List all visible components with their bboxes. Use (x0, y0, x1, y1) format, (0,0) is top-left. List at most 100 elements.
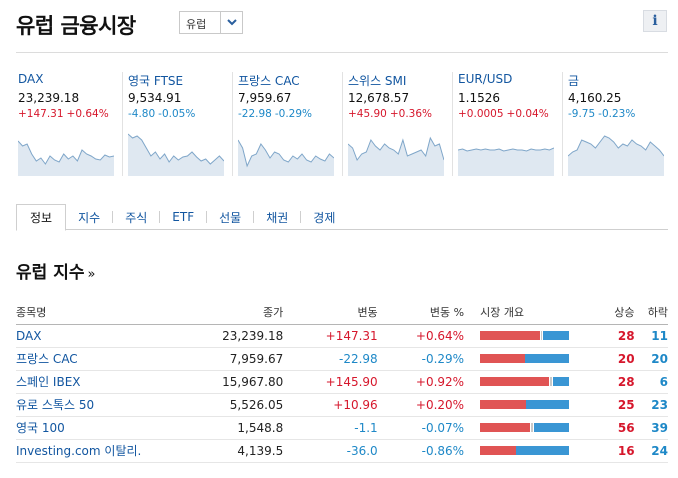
col-header-advances[interactable]: 상승 (588, 300, 635, 325)
col-header-change[interactable]: 변동 (283, 300, 378, 325)
sparkline-area (128, 134, 224, 176)
row-last: 1,548.8 (188, 416, 284, 440)
row-change: +10.96 (283, 393, 378, 417)
row-overview (464, 439, 589, 463)
sparkline-area (18, 141, 114, 176)
tile-name[interactable]: 금 (568, 74, 580, 88)
category-tabs: 정보 지수 주식 ETF 선물 채권 경제 (16, 204, 668, 231)
advance-decline-bar (480, 400, 570, 409)
section-title-text[interactable]: 유럽 지수 (16, 263, 85, 283)
row-name-link[interactable]: DAX (16, 324, 189, 348)
sparkline-line (128, 133, 224, 165)
tile-change-line: -9.75 -0.23% (568, 108, 635, 120)
row-change-pct: -0.86% (377, 439, 465, 463)
tab-stocks[interactable]: 주식 (125, 210, 148, 225)
decline-bar (525, 354, 570, 363)
col-header-change-pct[interactable]: 변동 % (377, 300, 465, 325)
row-name-link[interactable]: 프랑스 CAC (16, 347, 189, 371)
sparkline-line (568, 135, 664, 157)
tile-change: +147.31 (18, 108, 64, 120)
row-advances: 20 (588, 347, 635, 371)
region-select-value: 유럽 (186, 18, 207, 31)
tile-divider (452, 72, 453, 176)
table-row[interactable]: DAX 23,239.18 +147.31 +0.64% 28 11 (16, 324, 668, 348)
tile-price: 4,160.25 (568, 91, 622, 105)
col-header-name[interactable]: 종목명 (16, 300, 189, 325)
row-last: 4,139.5 (188, 439, 284, 463)
row-change: -36.0 (283, 439, 378, 463)
advance-bar (480, 331, 541, 340)
tab-etf[interactable]: ETF (172, 210, 195, 224)
tile-name[interactable]: EUR/USD (458, 72, 513, 86)
row-declines: 39 (634, 416, 668, 440)
market-tile[interactable]: EUR/USD 1.1526 +0.0005 +0.04% (456, 68, 560, 180)
sparkline-line (18, 140, 114, 165)
tile-sparkline (128, 133, 224, 176)
table-row[interactable]: Investing.com 이탈리. 4,139.5 -36.0 -0.86% 16 24 (16, 439, 668, 463)
market-tile[interactable]: 영국 FTSE 9,534.91 -4.80 -0.05% (126, 68, 230, 180)
tile-name[interactable]: 프랑스 CAC (238, 74, 300, 88)
tile-change-pct: +0.36% (389, 108, 433, 120)
row-name-link[interactable]: Investing.com 이탈리. (16, 439, 189, 463)
market-tile[interactable]: 금 4,160.25 -9.75 -0.23% (566, 68, 670, 180)
tile-name[interactable]: 영국 FTSE (128, 74, 184, 88)
decline-bar (543, 331, 570, 340)
chevron-down-icon[interactable] (220, 12, 242, 33)
tile-change-line: -22.98 -0.29% (238, 108, 312, 120)
market-tile[interactable]: 스위스 SMI 12,678.57 +45.90 +0.36% (346, 68, 450, 180)
tab-bonds[interactable]: 채권 (266, 210, 289, 225)
sparkline-area (458, 148, 554, 176)
row-name-link[interactable]: 스페인 IBEX (16, 370, 189, 394)
tab-economy[interactable]: 경제 (313, 210, 336, 225)
tile-sparkline (568, 135, 664, 176)
market-tile[interactable]: DAX 23,239.18 +147.31 +0.64% (16, 68, 120, 180)
unchanged-bar (541, 331, 543, 340)
table-row[interactable]: 영국 100 1,548.8 -1.1 -0.07% 56 39 (16, 416, 668, 440)
decline-bar (516, 446, 570, 455)
sparkline-area (568, 136, 664, 176)
tile-name[interactable]: 스위스 SMI (348, 74, 407, 88)
advance-decline-bar (480, 331, 570, 340)
table-row[interactable]: 유로 스톡스 50 5,526.05 +10.96 +0.20% 25 23 (16, 393, 668, 417)
info-icon[interactable]: i (643, 10, 667, 32)
row-name-link[interactable]: 유로 스톡스 50 (16, 393, 189, 417)
row-last: 23,239.18 (188, 324, 284, 348)
tab-divider (300, 210, 302, 223)
tab-indices[interactable]: 지수 (78, 210, 101, 225)
tile-change-line: +0.0005 +0.04% (458, 108, 549, 120)
col-header-last[interactable]: 종가 (188, 300, 284, 325)
row-declines: 24 (634, 439, 668, 463)
page-header: 유럽 금융시장 유럽 i (0, 0, 678, 53)
tile-price: 9,534.91 (128, 91, 182, 105)
region-select[interactable]: 유럽 (179, 11, 243, 34)
header-divider (16, 52, 668, 53)
advance-decline-bar (480, 377, 570, 386)
section-title[interactable]: 유럽 지수» (16, 258, 95, 283)
tab-divider (253, 210, 255, 223)
row-advances: 28 (588, 370, 635, 394)
market-tile[interactable]: 프랑스 CAC 7,959.67 -22.98 -0.29% (236, 68, 340, 180)
tile-change: -22.98 (238, 108, 272, 120)
row-overview (464, 347, 589, 371)
row-change-pct: +0.20% (377, 393, 465, 417)
advance-decline-bar (480, 423, 570, 432)
sparkline-line (238, 139, 334, 168)
table-row[interactable]: 스페인 IBEX 15,967.80 +145.90 +0.92% 28 6 (16, 370, 668, 394)
col-header-overview: 시장 개요 (464, 300, 589, 325)
tile-change-pct: -0.23% (598, 108, 636, 120)
advance-bar (480, 446, 517, 455)
tile-price: 1.1526 (458, 91, 500, 105)
row-change: -1.1 (283, 416, 378, 440)
sparkline-line (458, 147, 554, 152)
table-row[interactable]: 프랑스 CAC 7,959.67 -22.98 -0.29% 20 20 (16, 347, 668, 371)
row-declines: 11 (634, 324, 668, 348)
tile-divider (342, 72, 343, 176)
row-declines: 20 (634, 347, 668, 371)
section-arrow-icon[interactable]: » (87, 267, 96, 282)
tab-divider (112, 210, 114, 223)
col-header-declines[interactable]: 하락 (634, 300, 668, 325)
tab-overview[interactable]: 정보 (16, 204, 67, 231)
tile-name[interactable]: DAX (18, 72, 44, 86)
row-name-link[interactable]: 영국 100 (16, 416, 189, 440)
tab-futures[interactable]: 선물 (219, 210, 242, 225)
